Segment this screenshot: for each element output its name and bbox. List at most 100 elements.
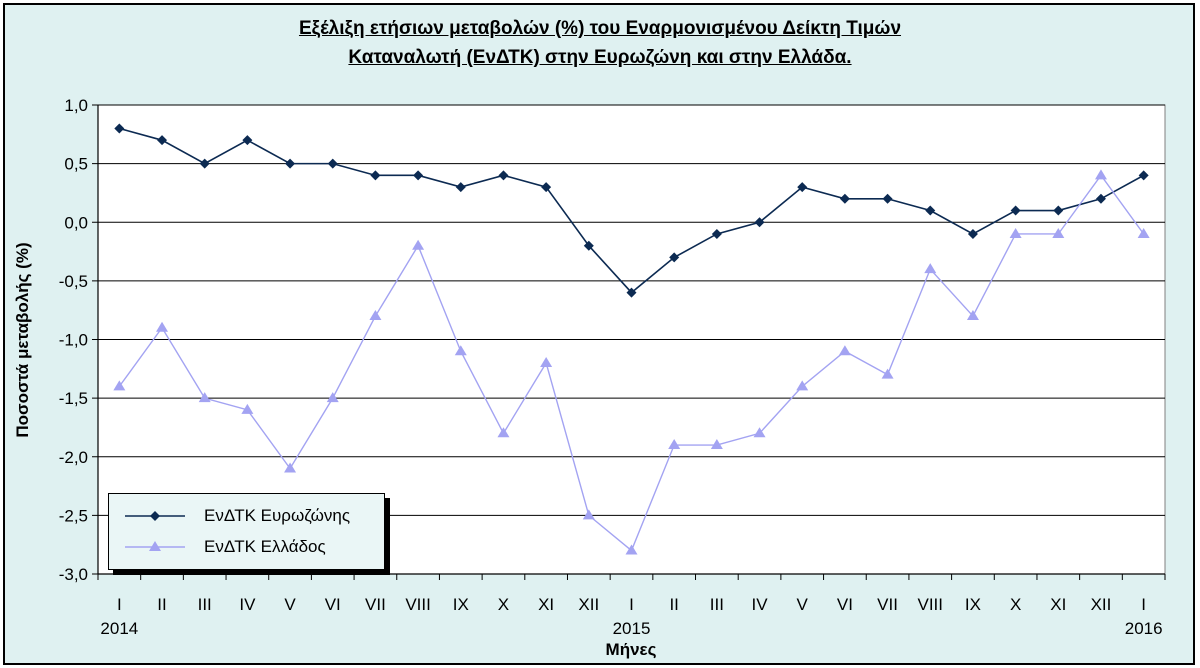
data-point — [1010, 205, 1021, 216]
data-point — [967, 228, 978, 239]
year-label: 2015 — [613, 619, 651, 638]
x-tick-label: XI — [538, 595, 554, 614]
data-point — [369, 310, 382, 321]
data-point — [882, 193, 893, 204]
x-tick-label: XII — [578, 595, 599, 614]
x-tick-label: I — [117, 595, 122, 614]
data-point — [541, 182, 552, 193]
legend: ΕνΔΤΚ Ευρωζώνης ΕνΔΤΚ Ελλάδος — [108, 493, 385, 570]
x-axis-label: Μήνες — [606, 640, 657, 659]
data-point — [1095, 193, 1106, 204]
data-point — [413, 170, 424, 181]
data-point — [114, 123, 125, 134]
data-point — [711, 228, 722, 239]
x-tick-label: VII — [877, 595, 898, 614]
x-tick-label: IV — [752, 595, 769, 614]
x-tick-label: III — [198, 595, 212, 614]
data-point — [668, 439, 681, 450]
data-point — [326, 392, 339, 403]
x-tick-label: XI — [1050, 595, 1066, 614]
data-point — [242, 135, 253, 146]
x-tick-label: I — [629, 595, 634, 614]
y-axis-label: Ποσοστά μεταβολής (%) — [13, 242, 32, 437]
data-point — [839, 193, 850, 204]
x-tick-label: VI — [837, 595, 853, 614]
legend-item-greece: ΕνΔΤΚ Ελλάδος — [109, 532, 384, 562]
legend-label-eurozone: ΕνΔΤΚ Ευρωζώνης — [204, 506, 351, 525]
series-layer — [113, 123, 1150, 555]
data-point — [412, 239, 425, 250]
data-point — [1009, 227, 1022, 238]
data-point — [454, 345, 467, 356]
data-point — [710, 439, 723, 450]
data-point — [498, 170, 509, 181]
legend-item-eurozone: ΕνΔΤΚ Ευρωζώνης — [109, 501, 384, 531]
x-tick-label: XII — [1091, 595, 1112, 614]
data-point — [797, 182, 808, 193]
x-tick-label: VI — [325, 595, 341, 614]
data-point — [838, 345, 851, 356]
data-point — [1137, 227, 1150, 238]
data-point — [455, 182, 466, 193]
y-tick-label: -2,5 — [59, 506, 88, 525]
x-tick-label: I — [1141, 595, 1146, 614]
x-tick-label: VII — [365, 595, 386, 614]
chart-title-line-1: Εξέλιξη ετήσιων μεταβολών (%) του Εναρμο… — [298, 18, 902, 39]
data-point — [113, 380, 126, 391]
data-point — [582, 509, 595, 520]
y-axis: 1,0 0,5 0,0 -0,5 -1,0 -1,5 -2,0 -2,5 -3,0 — [59, 96, 99, 584]
x-axis: I II III IV V VI VII VIII IX X XI XII I II III IV V VI VII… — [97, 573, 1166, 638]
data-point — [625, 544, 638, 555]
x-tick-label: VIII — [405, 595, 431, 614]
year-label: 2016 — [1125, 619, 1163, 638]
y-tick-label: -3,0 — [59, 565, 88, 584]
x-tick-label: II — [669, 595, 678, 614]
legend-marker-greece — [125, 541, 185, 551]
data-point — [966, 310, 979, 321]
y-tick-label: 0,5 — [64, 155, 88, 174]
data-point — [156, 321, 169, 332]
chart-title: Εξέλιξη ετήσιων μεταβολών (%) του Εναρμο… — [0, 14, 1200, 72]
x-tick-label: II — [157, 595, 166, 614]
data-point — [199, 158, 210, 169]
legend-marker-eurozone — [125, 511, 185, 521]
data-point — [540, 356, 553, 367]
data-point — [924, 263, 937, 274]
data-point — [669, 252, 680, 263]
y-tick-label: -1,0 — [59, 331, 88, 350]
data-point — [157, 135, 168, 146]
x-tick-label: III — [710, 595, 724, 614]
data-point — [284, 462, 297, 473]
y-tick-label: -0,5 — [59, 272, 88, 291]
data-point — [754, 217, 765, 228]
y-tick-label: -1,5 — [59, 389, 88, 408]
data-point — [753, 427, 766, 438]
x-tick-label: IX — [453, 595, 469, 614]
data-point — [327, 158, 338, 169]
x-tick-label: V — [797, 595, 809, 614]
y-tick-label: -2,0 — [59, 448, 88, 467]
legend-label-greece: ΕνΔΤΚ Ελλάδος — [204, 537, 326, 556]
data-point — [198, 392, 211, 403]
x-tick-label: VIII — [918, 595, 944, 614]
data-point — [583, 240, 594, 251]
year-label: 2014 — [100, 619, 138, 638]
data-point — [1094, 169, 1107, 180]
y-tick-label: 0,0 — [64, 213, 88, 232]
data-point — [370, 170, 381, 181]
data-point — [796, 380, 809, 391]
x-tick-label: X — [498, 595, 509, 614]
data-point — [241, 403, 254, 414]
data-point — [925, 205, 936, 216]
x-tick-label: X — [1010, 595, 1021, 614]
data-point — [626, 287, 637, 298]
data-point — [1052, 227, 1065, 238]
data-point — [285, 158, 296, 169]
chart-title-line-2: Καταναλωτή (ΕνΔΤΚ) στην Ευρωζώνη και στη… — [348, 47, 852, 68]
x-tick-label: IX — [965, 595, 981, 614]
data-point — [1138, 170, 1149, 181]
x-tick-label: IV — [239, 595, 256, 614]
y-tick-label: 1,0 — [64, 96, 88, 115]
data-point — [497, 427, 510, 438]
data-point — [1053, 205, 1064, 216]
